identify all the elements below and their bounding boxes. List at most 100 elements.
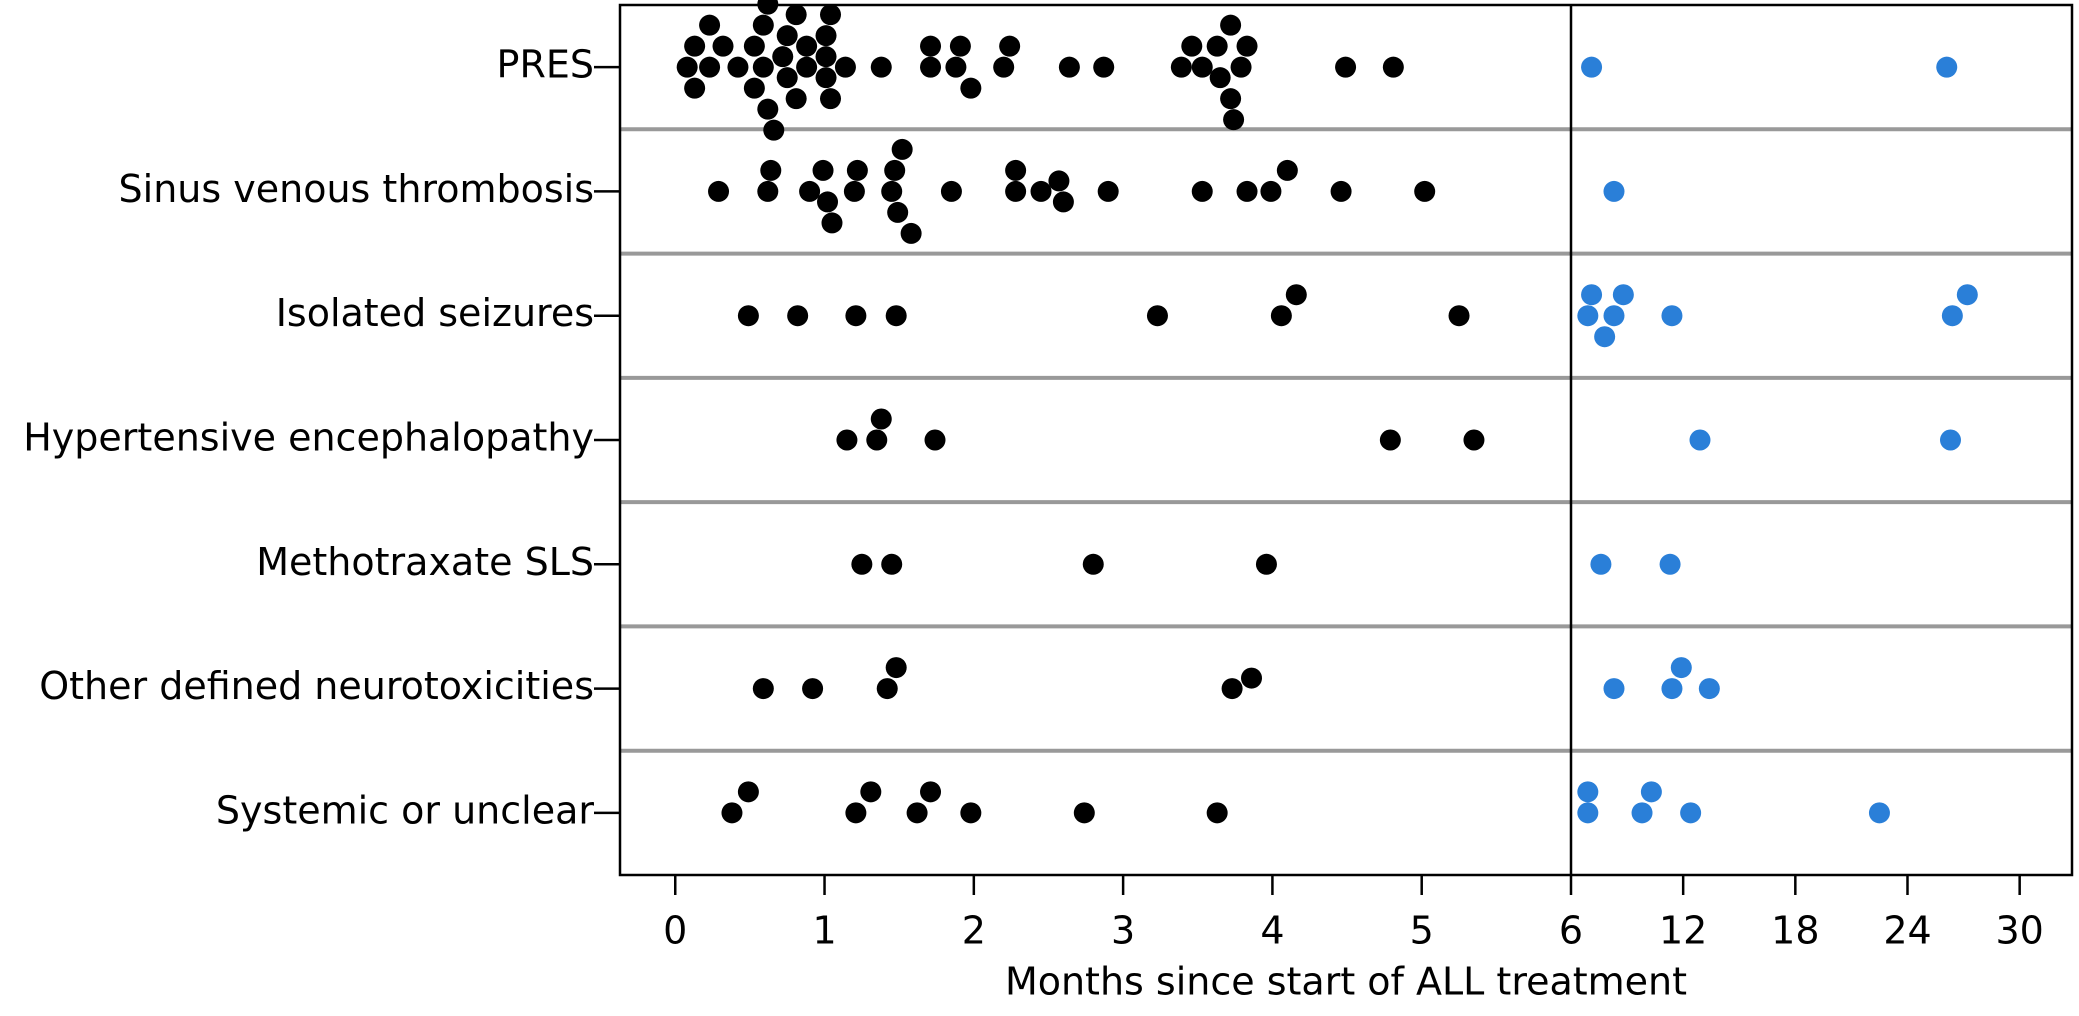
x-tick-label: 0 (663, 909, 687, 953)
x-tick-label: 1 (812, 909, 836, 953)
data-point (1581, 56, 1603, 78)
data-point (1868, 802, 1890, 824)
data-point (1603, 180, 1625, 202)
data-point (796, 56, 818, 78)
data-point (1260, 180, 1282, 202)
data-point (845, 802, 867, 824)
data-point (821, 212, 843, 234)
data-point (743, 35, 765, 57)
data-point (763, 119, 785, 141)
data-point (721, 802, 743, 824)
x-tick-label: 4 (1260, 909, 1284, 953)
data-point (737, 781, 759, 803)
data-point (752, 14, 774, 36)
data-point (760, 159, 782, 181)
data-point (684, 77, 706, 99)
data-point (1220, 14, 1242, 36)
x-tick-label: 6 (1559, 909, 1583, 953)
data-point (1206, 35, 1228, 57)
data-point (1640, 781, 1662, 803)
data-point (757, 98, 779, 120)
data-point (1005, 180, 1027, 202)
data-point (815, 25, 837, 47)
data-point (900, 222, 922, 244)
data-point (785, 88, 807, 110)
data-point (860, 781, 882, 803)
data-point (1414, 180, 1436, 202)
data-point (851, 553, 873, 575)
data-point (960, 802, 982, 824)
data-point (776, 67, 798, 89)
x-axis-title: Months since start of ALL treatment (1005, 960, 1687, 1004)
data-point (743, 77, 765, 99)
data-point (1941, 305, 1963, 327)
data-point (1680, 802, 1702, 824)
data-point (843, 180, 865, 202)
data-point (1052, 191, 1074, 213)
data-point (1220, 88, 1242, 110)
data-point (815, 67, 837, 89)
y-tick-label: Systemic or unclear (216, 788, 594, 832)
y-tick-label: Hypertensive encephalopathy (23, 416, 594, 460)
data-point (924, 429, 946, 451)
data-point (940, 180, 962, 202)
data-point (1382, 56, 1404, 78)
data-point (1463, 429, 1485, 451)
data-point (1448, 305, 1470, 327)
data-point (1270, 305, 1292, 327)
data-point (799, 180, 821, 202)
data-point (1285, 284, 1307, 306)
data-point (820, 88, 842, 110)
data-point (752, 678, 774, 700)
data-point (1661, 678, 1683, 700)
data-point (1223, 109, 1245, 131)
data-point (785, 4, 807, 26)
data-point (1073, 802, 1095, 824)
x-tick-label: 5 (1410, 909, 1434, 953)
data-point (885, 657, 907, 679)
data-point (1577, 781, 1599, 803)
data-point (1379, 429, 1401, 451)
x-tick-label: 30 (1995, 909, 2043, 953)
data-point (1191, 180, 1213, 202)
data-point (999, 35, 1021, 57)
data-point (1241, 667, 1263, 689)
data-point (699, 56, 721, 78)
data-point (757, 180, 779, 202)
data-point (1236, 180, 1258, 202)
data-point (1577, 802, 1599, 824)
data-point (1631, 802, 1653, 824)
data-point (1191, 56, 1213, 78)
data-point (884, 159, 906, 181)
data-point (1670, 657, 1692, 679)
data-point (1577, 305, 1599, 327)
x-tick-label: 3 (1111, 909, 1135, 953)
data-point (1146, 305, 1168, 327)
data-point (1030, 180, 1052, 202)
x-tick-label: 2 (962, 909, 986, 953)
x-tick-label: 24 (1883, 909, 1931, 953)
data-point (752, 56, 774, 78)
data-point (1659, 553, 1681, 575)
data-point (1048, 170, 1070, 192)
data-point (836, 429, 858, 451)
data-point (846, 159, 868, 181)
data-point (845, 305, 867, 327)
data-point (1594, 326, 1616, 348)
data-point (737, 305, 759, 327)
data-point (684, 35, 706, 57)
data-point (802, 678, 824, 700)
y-tick-label: Sinus venous thrombosis (119, 167, 594, 211)
data-point (1330, 180, 1352, 202)
data-point (1581, 284, 1603, 306)
y-tick-label: Isolated seizures (276, 291, 594, 335)
data-point (1093, 56, 1115, 78)
data-point (866, 429, 888, 451)
data-point (870, 56, 892, 78)
data-point (772, 46, 794, 68)
data-point (1058, 56, 1080, 78)
data-point (817, 191, 839, 213)
data-point (1170, 56, 1192, 78)
data-point (870, 408, 892, 430)
